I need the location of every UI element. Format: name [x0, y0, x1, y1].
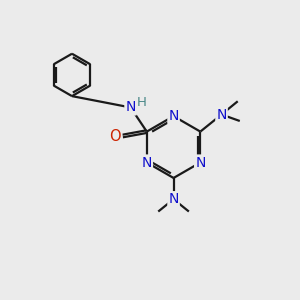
Text: N: N [125, 100, 136, 115]
Text: N: N [142, 155, 152, 170]
Text: N: N [216, 107, 227, 122]
Text: N: N [168, 109, 179, 123]
Text: N: N [168, 192, 179, 206]
Text: N: N [195, 155, 206, 170]
Text: O: O [110, 128, 121, 143]
Text: H: H [137, 96, 147, 109]
